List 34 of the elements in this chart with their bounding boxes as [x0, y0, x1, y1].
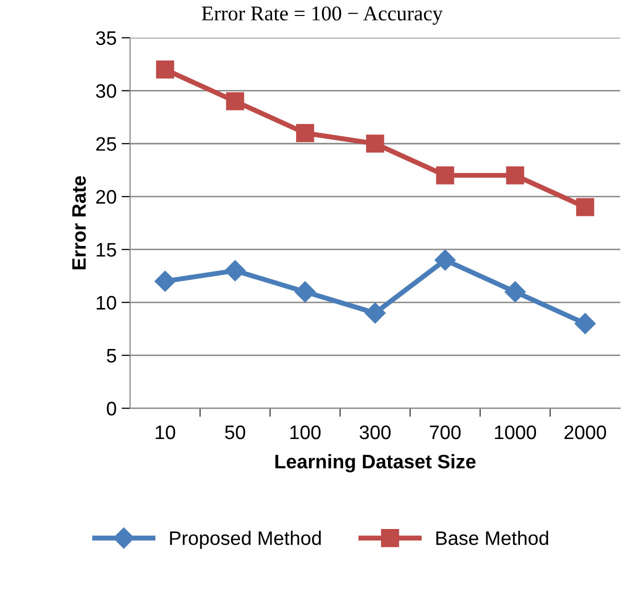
point [434, 250, 456, 271]
y-tick-label: 25 [96, 137, 116, 151]
point [366, 134, 384, 153]
point [226, 92, 244, 110]
y-tick-label: 10 [96, 296, 116, 310]
y-tick-label: 30 [96, 84, 116, 98]
y-axis-title: Error Rate [72, 176, 86, 270]
x-tick-label: 50 [225, 425, 246, 440]
chart-title: Error Rate = 100 − Accuracy [202, 6, 443, 25]
point [574, 313, 596, 334]
legend-label: Proposed Method [170, 530, 321, 549]
x-tick-label: 1000 [495, 425, 536, 440]
y-tick-label: 15 [96, 243, 116, 257]
point [154, 270, 176, 292]
x-tick-label: 2000 [564, 425, 606, 440]
x-tick-label: 10 [156, 425, 176, 440]
point [576, 198, 594, 216]
point [504, 281, 526, 302]
point [364, 302, 386, 324]
point [156, 60, 174, 79]
legend-label: Base Method [436, 530, 548, 546]
x-tick-label: 100 [290, 425, 321, 440]
point [224, 260, 246, 282]
point [506, 166, 524, 184]
y-tick-label: 0 [106, 402, 116, 416]
y-tick-label: 5 [106, 349, 116, 363]
y-tick-label: 35 [96, 31, 116, 45]
x-tick-label: 700 [430, 425, 461, 440]
y-tick-label: 20 [96, 190, 116, 204]
point [296, 124, 314, 142]
x-axis-title: Learning Dataset Size [275, 454, 476, 472]
x-tick-label: 300 [360, 425, 391, 440]
point [436, 166, 454, 184]
point [294, 281, 316, 302]
